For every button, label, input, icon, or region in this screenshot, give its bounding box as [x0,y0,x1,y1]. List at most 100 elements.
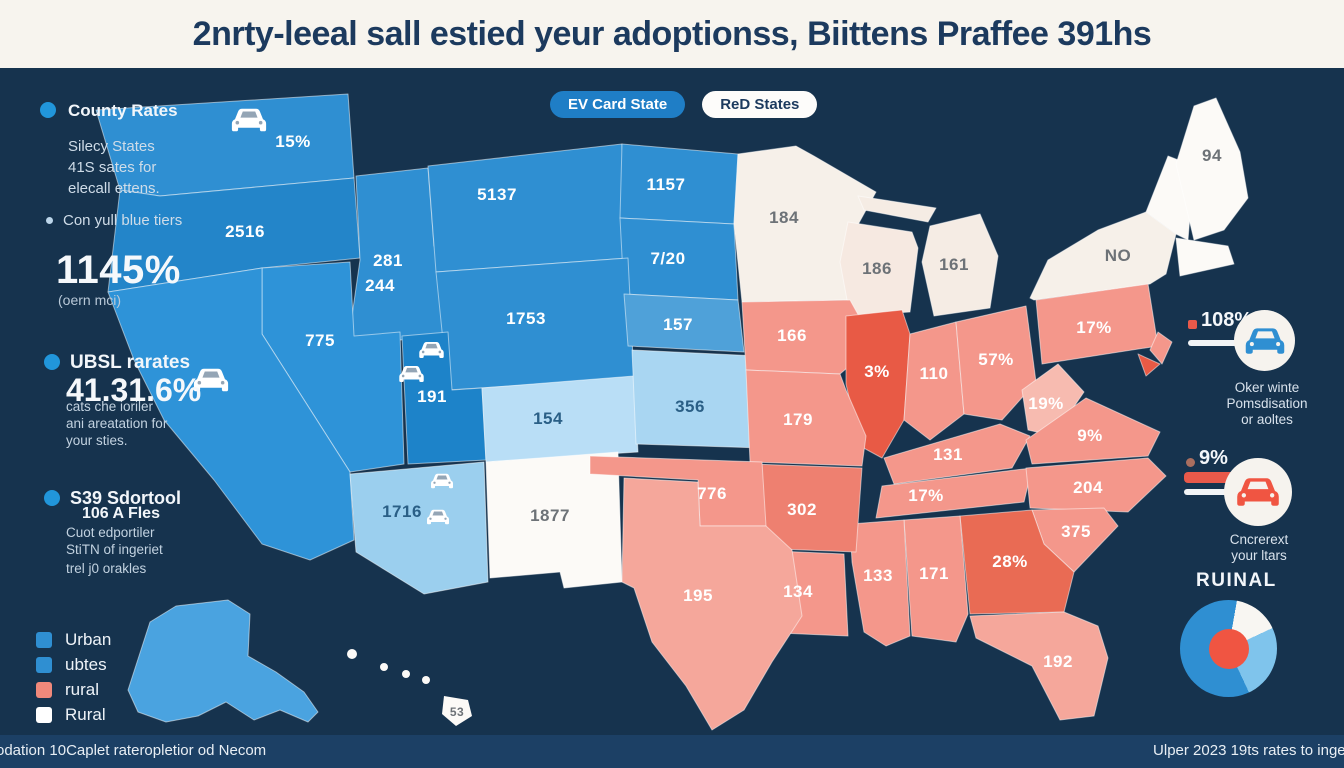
state-hi-island[interactable] [380,663,388,671]
footer-left-text: odation 10Caplet rateropletior od Necom [0,742,267,759]
state-nc[interactable] [1025,457,1167,513]
state-ne[interactable] [623,293,745,353]
desc-line: Cuot edportiler [66,525,155,540]
state-mi-up[interactable] [857,195,937,223]
desc-line: Oker winte [1234,380,1300,395]
ubsl-description: cats che ioriler ani areatation for your… [66,398,167,449]
state-ny[interactable] [1029,211,1177,301]
toggle-red-states[interactable]: ReD States [702,91,818,118]
legend-item: Rural [36,703,111,727]
state-ms[interactable] [849,519,911,647]
red-stat-value: 9% [1199,447,1228,469]
state-hi-island[interactable] [422,676,430,684]
state-wi[interactable] [839,221,919,317]
desc-line: or aoltes [1241,412,1293,427]
state-tx[interactable] [621,477,803,731]
sdortool-block: S39 Sdortool 106 A Fles [44,488,181,522]
desc-line: your ltars [1231,548,1287,563]
bullet-label: Con yull blue tiers [63,212,183,229]
sdortool-description: Cuot edportiler StiTN of ingeriet trel j… [66,524,163,577]
state-nd[interactable] [619,143,739,225]
bullet-dot-icon [44,354,60,370]
state-hi-island[interactable] [402,670,410,678]
desc-line: Silecy States [68,138,155,155]
county-stat-caption: (oern mci) [58,292,122,308]
legend-label: Rural [65,705,106,724]
state-nj[interactable] [1149,331,1173,365]
state-ma-ct-ri[interactable] [1175,237,1235,277]
bullet-dot-icon [44,490,60,506]
red-bar [1184,472,1266,483]
desc-line: Cncrerext [1229,532,1289,547]
dot-bullet-icon [1186,458,1195,467]
legend-item: rural [36,678,111,702]
state-me[interactable] [1175,97,1249,241]
county-rates-block: County Rates [40,101,178,123]
blue-tiers-bullet: Con yull blue tiers [46,212,182,229]
map-mode-toggles: EV Card State ReD States [550,91,818,118]
map-legend: Urban ubtes rural Rural [36,628,111,728]
red-car-badge [1224,458,1292,526]
desc-line: Pomsdisation [1226,396,1308,411]
car-icon [1244,325,1286,357]
rural-donut-label: RUINAL [1196,570,1277,591]
state-hi-big-island[interactable] [442,696,472,726]
state-fl[interactable] [969,611,1109,721]
state-in[interactable] [903,321,965,441]
state-ky[interactable] [883,423,1031,485]
legend-item: ubtes [36,653,111,677]
legend-swatch-urban [36,632,52,648]
title-band: 2nrty-leeal sall estied yeur adoptionss,… [0,0,1344,68]
state-oh[interactable] [955,305,1037,421]
desc-line: cats che ioriler [66,399,154,414]
mini-dot-icon [46,217,53,224]
state-al[interactable] [903,515,969,643]
donut-center [1208,628,1249,669]
state-az[interactable] [349,461,489,595]
footer: odation 10Caplet rateropletior od Necom … [0,735,1344,768]
state-sd[interactable] [619,217,739,301]
toggle-ev-card-state[interactable]: EV Card State [550,91,686,118]
desc-line: ani areatation for [66,416,168,431]
county-big-stat: 1145% [56,248,181,292]
state-nm[interactable] [485,451,623,589]
state-ak[interactable] [127,599,319,723]
red-stat-description: Cncrerext your ltars [1200,532,1318,564]
state-tn[interactable] [875,467,1033,519]
legend-swatch-rural-white [36,707,52,723]
state-wy[interactable] [435,257,635,391]
desc-line: 41S sates for [68,159,157,176]
state-co[interactable] [481,375,639,463]
legend-label: rural [65,680,100,699]
page-title: 2nrty-leeal sall estied yeur adoptionss,… [192,14,1152,53]
red-stat-block: 9% [1186,447,1228,472]
county-rates-description: Silecy States 41S sates for elecall ette… [68,136,160,199]
footer-right-text: Ulper 2023 19ts rates to inged [1153,742,1344,759]
state-ga[interactable] [959,509,1075,615]
state-md[interactable] [1137,353,1161,377]
state-mi[interactable] [921,213,999,317]
ubsl-heading: UBSL rarates [70,352,191,373]
bullet-dot-icon [40,102,56,118]
legend-label: ubtes [65,655,107,674]
ubsl-big-stat: 41.31.6% [66,372,202,408]
county-rates-heading: County Rates [68,101,178,120]
white-bar [1184,489,1242,495]
white-bar [1188,340,1244,346]
state-hi-island[interactable] [347,649,357,659]
desc-line: StiTN of ingeriet [66,542,163,557]
state-ks[interactable] [631,349,763,449]
state-ca[interactable] [107,267,355,561]
state-va[interactable] [1025,397,1161,465]
red-square-bullet-icon [1188,320,1197,329]
blue-car-badge [1234,310,1295,371]
desc-line: trel j0 orakles [66,561,147,576]
state-ia[interactable] [741,299,861,375]
sdortool-heading: S39 Sdortool [70,488,182,508]
car-icon [1235,475,1281,509]
ubsl-block: UBSL rarates [44,352,190,375]
legend-label: Urban [65,630,112,649]
legend-swatch-ubtes [36,657,52,673]
state-mt[interactable] [427,143,629,273]
